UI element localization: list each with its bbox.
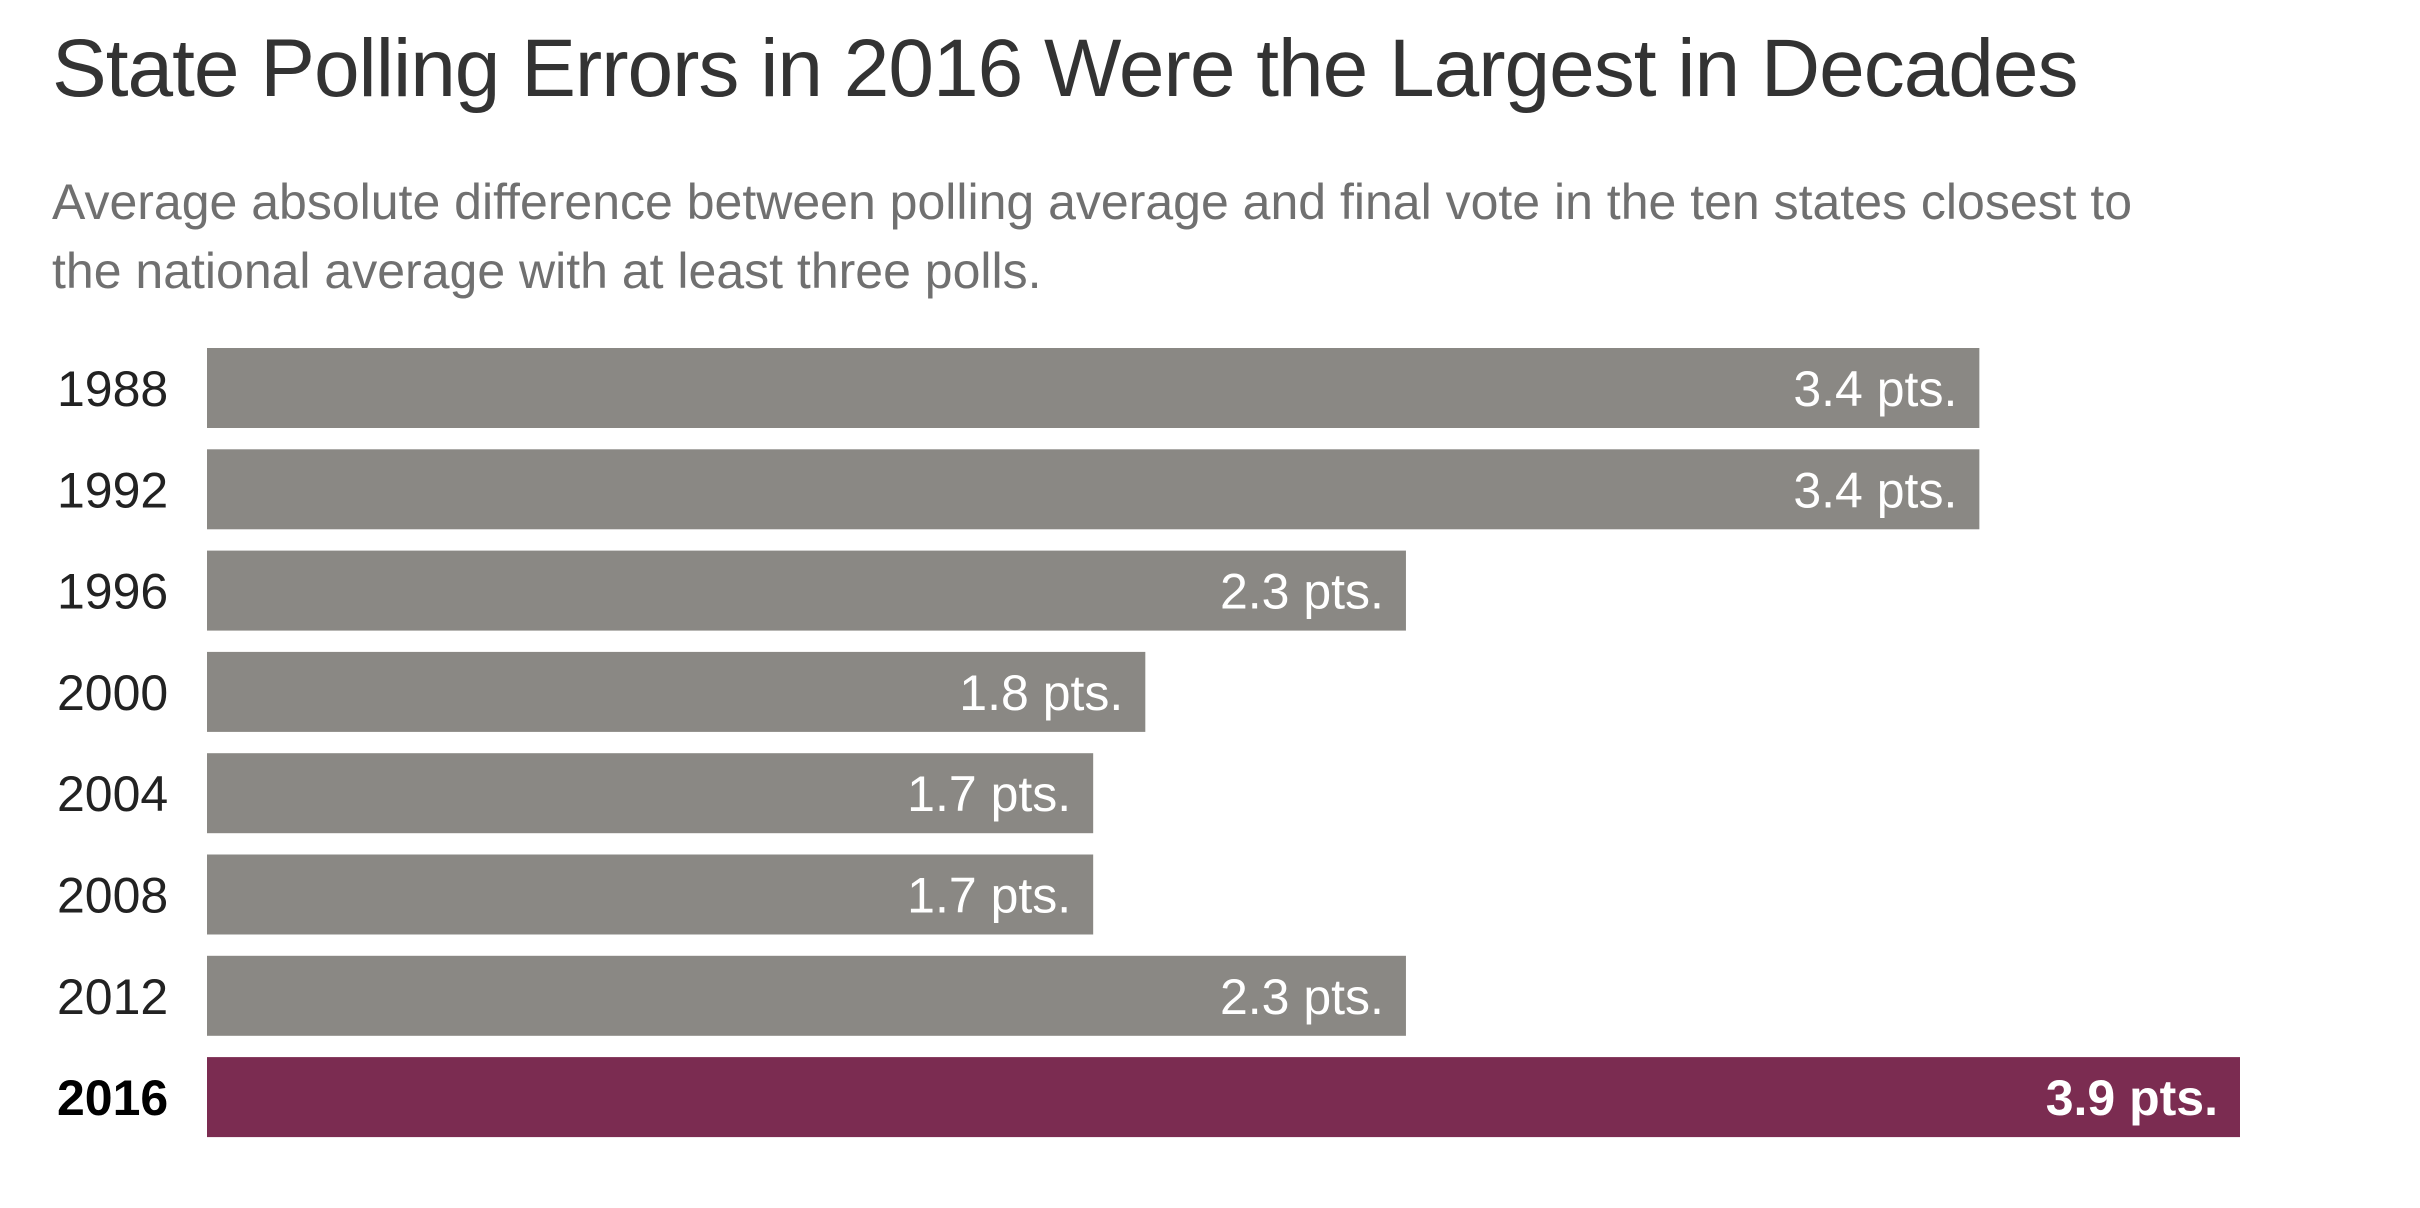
bar-chart: 1988 3.4 pts. 1992 3.4 pts. 1996 2.3 pts. 2000…	[57, 348, 2240, 1138]
bar	[207, 955, 1406, 1036]
bar-row-2012: 2012 2.3 pts.	[57, 955, 1406, 1036]
category-label: 2016	[57, 1070, 168, 1126]
data-label: 3.4 pts.	[1793, 462, 1957, 518]
bar-row-2004: 2004 1.7 pts.	[57, 753, 1094, 834]
data-label: 1.7 pts.	[907, 868, 1071, 924]
bar	[207, 550, 1406, 631]
bar-row-2000: 2000 1.8 pts.	[57, 651, 1146, 732]
bar	[207, 449, 1980, 530]
bar	[207, 753, 1094, 834]
data-label: 1.8 pts.	[959, 665, 1123, 721]
category-label: 2012	[57, 969, 168, 1025]
bar-row-2008: 2008 1.7 pts.	[57, 854, 1094, 935]
bar	[207, 1057, 2240, 1138]
data-label: 2.3 pts.	[1220, 969, 1384, 1025]
category-label: 1996	[57, 564, 168, 620]
category-label: 2000	[57, 665, 168, 721]
bar-row-1996: 1996 2.3 pts.	[57, 550, 1406, 631]
category-label: 1992	[57, 462, 168, 518]
bar-row-1988: 1988 3.4 pts.	[57, 348, 1980, 428]
category-label: 1988	[57, 361, 168, 417]
data-label: 1.7 pts.	[907, 766, 1071, 822]
category-label: 2008	[57, 868, 168, 924]
data-label: 3.4 pts.	[1793, 361, 1957, 417]
bar	[207, 651, 1146, 732]
bar	[207, 348, 1980, 428]
bar-row-1992: 1992 3.4 pts.	[57, 449, 1980, 530]
category-label: 2004	[57, 766, 168, 822]
chart-title: State Polling Errors in 2016 Were the La…	[52, 23, 2079, 114]
chart-subtitle: Average absolute difference between poll…	[52, 174, 2133, 299]
data-label: 3.9 pts.	[2046, 1070, 2218, 1126]
data-label: 2.3 pts.	[1220, 564, 1384, 620]
bar	[207, 854, 1094, 935]
bar-row-2016: 2016 3.9 pts.	[57, 1057, 2240, 1138]
